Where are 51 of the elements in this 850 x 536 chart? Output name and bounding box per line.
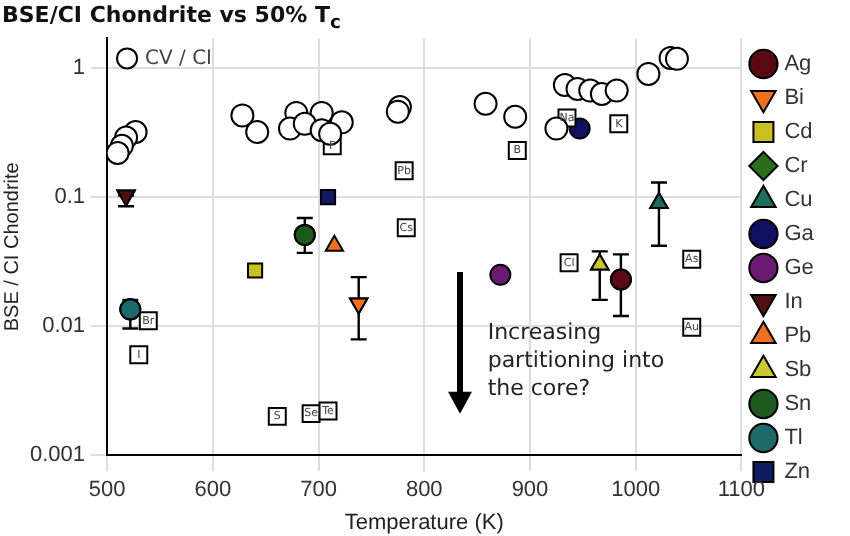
point xyxy=(503,104,528,129)
point xyxy=(473,91,498,116)
point xyxy=(349,297,369,315)
legend-label: Cu xyxy=(784,188,825,213)
legend-label: Bi xyxy=(784,86,817,111)
x-tick-label: 700 xyxy=(300,478,337,503)
legend-label: Ga xyxy=(784,222,827,247)
chart-title: BSE/CI Chondrite vs 50% T$_{c}$ xyxy=(2,2,341,37)
point xyxy=(116,189,136,207)
x-tick-label: 1100 xyxy=(717,478,766,503)
point xyxy=(119,298,142,321)
legend-label: In xyxy=(784,290,816,315)
point xyxy=(247,262,264,279)
legend-label: CV / CI xyxy=(145,47,213,70)
point xyxy=(664,46,689,71)
x-axis-title: Temperature (K) xyxy=(344,510,504,535)
point xyxy=(489,263,512,286)
point xyxy=(319,189,337,206)
point xyxy=(590,253,610,271)
y-tick-label: 0.01 xyxy=(42,314,86,339)
point xyxy=(230,103,255,128)
annotation: Increasing partitioning into the core? xyxy=(487,318,665,401)
point xyxy=(385,99,410,124)
point xyxy=(293,223,316,246)
y-axis-title: BSE / CI Chondrite xyxy=(1,161,24,332)
point xyxy=(129,345,149,365)
x-tick-label: 500 xyxy=(88,478,126,503)
legend-label: Ag xyxy=(784,52,824,77)
point xyxy=(604,78,629,103)
y-tick-label: 1 xyxy=(72,56,86,81)
point xyxy=(636,62,661,87)
legend-label: Sn xyxy=(784,392,824,417)
y-tick-label: 0.1 xyxy=(54,185,86,210)
point xyxy=(107,140,130,165)
legend-label: Tl xyxy=(784,426,815,451)
point xyxy=(318,121,343,146)
x-tick-label: 900 xyxy=(511,478,549,503)
legend-label: Cr xyxy=(784,154,820,179)
x-tick-label: 1000 xyxy=(611,478,661,503)
x-tick-label: 800 xyxy=(405,478,443,503)
legend-label: Cd xyxy=(784,120,825,145)
legend-label: Pb xyxy=(784,324,824,349)
legend-label: Ge xyxy=(784,256,827,281)
legend-label: Zn xyxy=(784,460,823,485)
point xyxy=(245,119,270,144)
point xyxy=(324,234,345,252)
point xyxy=(609,268,632,291)
y-tick-label: 0.001 xyxy=(29,443,86,468)
point xyxy=(649,192,669,210)
x-tick-label: 600 xyxy=(194,478,232,503)
legend-label: Sb xyxy=(784,358,824,383)
